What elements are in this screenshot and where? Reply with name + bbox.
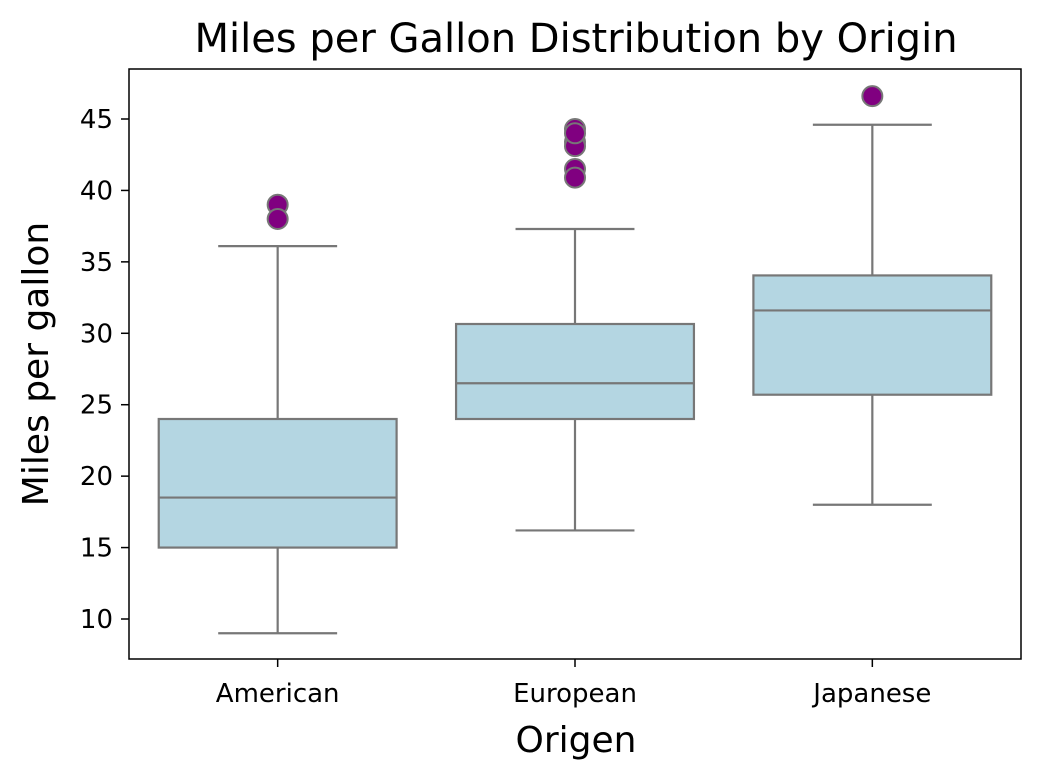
y-tick-label: 15 [80, 534, 113, 564]
x-axis: American European Japanese [216, 659, 931, 709]
y-tick-label: 20 [80, 462, 113, 492]
chart-title: Miles per Gallon Distribution by Origin [194, 16, 957, 62]
y-axis: 10 15 20 25 30 35 40 45 [80, 105, 129, 635]
box-group-japanese [752, 85, 993, 506]
iqr-box [157, 417, 398, 549]
x-tick-label: Japanese [811, 679, 931, 709]
outlier-point [266, 208, 289, 230]
box-group-european [454, 118, 696, 532]
y-tick-label: 30 [80, 319, 113, 349]
y-axis-label: Miles per gallon [16, 222, 57, 506]
box-group-american [157, 193, 398, 635]
y-tick-label: 25 [80, 391, 113, 421]
x-tick-label: European [513, 679, 637, 709]
outlier-point [564, 166, 586, 189]
y-tick-label: 45 [80, 105, 113, 135]
y-tick-label: 10 [80, 605, 113, 635]
plot-area [157, 85, 993, 635]
y-tick-label: 40 [80, 176, 113, 206]
x-axis-label: Origen [516, 720, 637, 761]
x-tick-label: American [216, 679, 340, 709]
outlier-point [564, 122, 586, 145]
y-tick-label: 35 [80, 248, 113, 278]
iqr-box [752, 274, 993, 396]
iqr-box [454, 322, 696, 421]
outlier-point [861, 85, 884, 108]
